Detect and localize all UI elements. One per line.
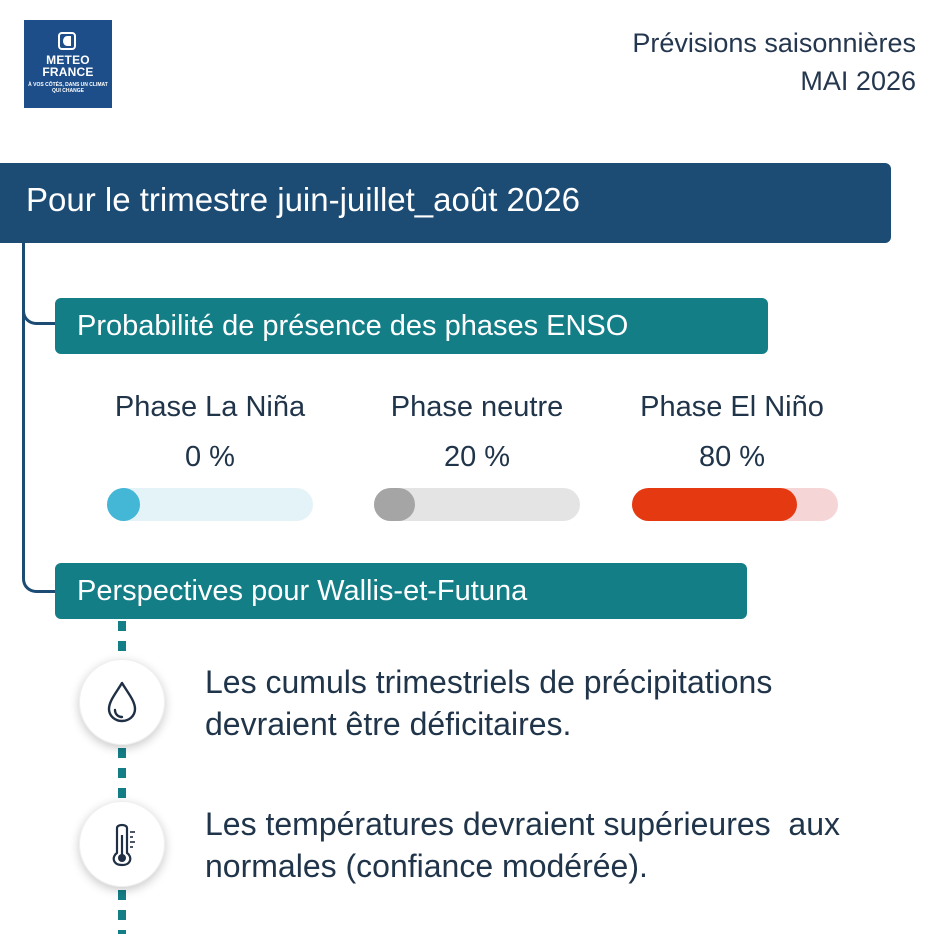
thermometer-icon xyxy=(79,801,165,887)
logo-title-line1: METEO xyxy=(46,53,90,67)
dotted-connector xyxy=(118,748,126,798)
progress-bar-la-nina xyxy=(107,488,313,521)
dotted-connector xyxy=(118,621,126,655)
forecast-text-line: normales (confiance modérée). xyxy=(205,848,648,884)
meteo-france-emblem-icon xyxy=(58,32,76,50)
progress-bar-el-nino xyxy=(632,488,838,521)
progress-bar-neutre xyxy=(374,488,580,521)
enso-title-text: Probabilité de présence des phases ENSO xyxy=(77,310,629,342)
precipitation-forecast: Les cumuls trimestriels de précipitation… xyxy=(205,661,905,745)
progress-fill xyxy=(374,488,415,521)
phase-value: 0 % xyxy=(185,441,235,473)
phase-value: 20 % xyxy=(443,441,511,473)
meteo-france-logo: METEO FRANCE À vos côtés, dans un climat… xyxy=(24,20,112,108)
period-banner: Pour le trimestre juin-juillet_août 2026 xyxy=(0,163,891,243)
perspectives-title-text: Perspectives pour Wallis-et-Futuna xyxy=(77,575,528,607)
dotted-connector xyxy=(118,890,126,934)
forecast-text-line: devraient être déficitaires. xyxy=(205,706,572,742)
tree-branch-enso xyxy=(22,303,55,325)
water-drop-icon xyxy=(79,659,165,745)
progress-fill xyxy=(632,488,797,521)
header-date: MAI 2026 xyxy=(800,66,916,96)
header: Prévisions saisonnières MAI 2026 xyxy=(632,24,916,100)
phase-value: 80 % xyxy=(698,441,766,473)
phase-name: Phase neutre xyxy=(390,391,564,423)
enso-section-title: Probabilité de présence des phases ENSO xyxy=(55,298,768,354)
logo-title: METEO FRANCE xyxy=(24,54,112,78)
phase-la-nina: Phase La Niña 0 % xyxy=(80,389,340,475)
period-title: Pour le trimestre juin-juillet_août 2026 xyxy=(26,181,580,218)
phase-neutre: Phase neutre 20 % xyxy=(347,389,607,475)
header-subtitle: Prévisions saisonnières xyxy=(632,28,916,58)
phase-name: Phase La Niña xyxy=(114,391,306,423)
forecast-text-line: Les cumuls trimestriels de précipitation… xyxy=(205,664,773,700)
tree-branch-perspectives xyxy=(22,571,55,593)
progress-fill xyxy=(107,488,140,521)
phase-name: Phase El Niño xyxy=(640,391,824,423)
logo-tagline: À vos côtés, dans un climat qui change xyxy=(28,82,108,94)
tree-connector-line xyxy=(22,243,25,573)
logo-title-line2: FRANCE xyxy=(42,65,94,79)
forecast-text-line: Les températures devraient supérieures a… xyxy=(205,806,841,842)
perspectives-section-title: Perspectives pour Wallis-et-Futuna xyxy=(55,563,747,619)
phase-el-nino: Phase El Niño 80 % xyxy=(602,389,862,475)
temperature-forecast: Les températures devraient supérieures a… xyxy=(205,803,905,887)
